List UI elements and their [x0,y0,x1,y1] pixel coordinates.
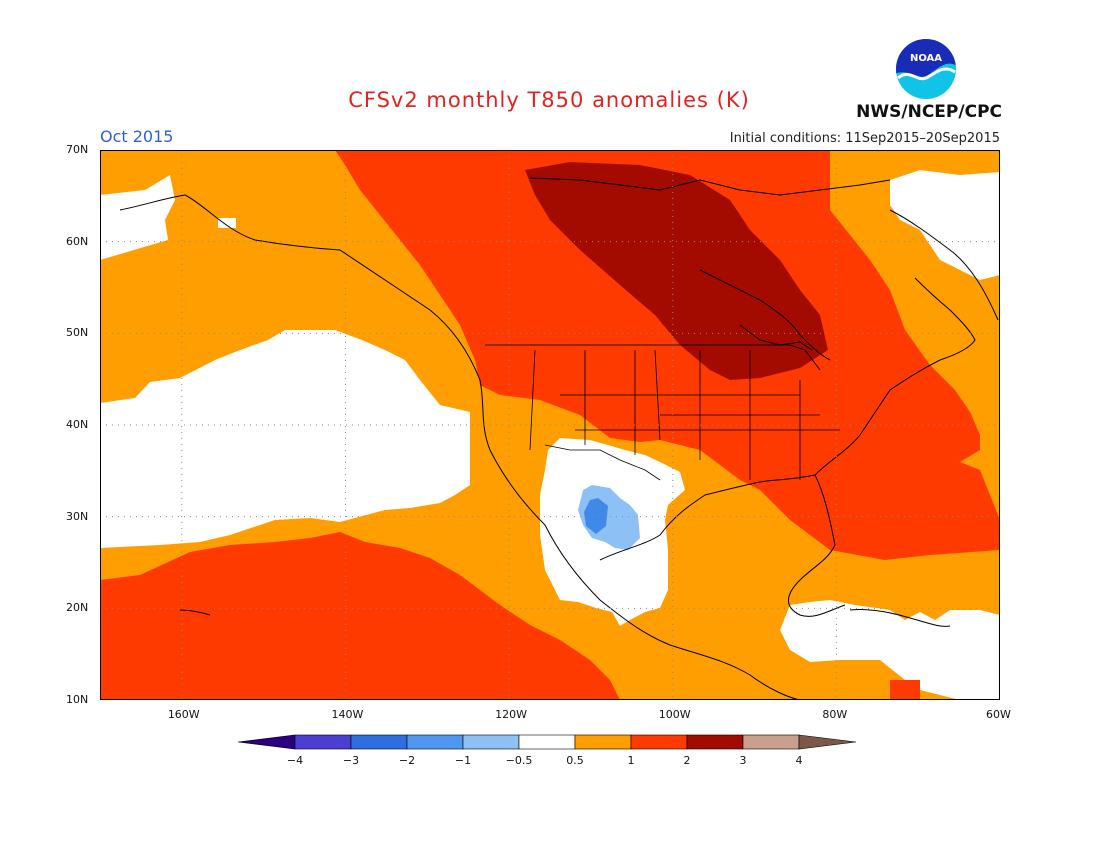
colorbar-label-3: −1 [455,754,471,767]
colorbar-label-6: 1 [628,754,635,767]
logo-text: NOAA [910,53,942,64]
colorbar-swatch-8 [686,734,744,750]
lon-label-80W: 80W [822,708,848,721]
arctic-coast [529,177,891,196]
colorbar-label-2: −2 [399,754,415,767]
colorbar-label-1: −3 [343,754,359,767]
anomaly-field-1-2 [100,150,1000,700]
colorbar-label-7: 2 [684,754,691,767]
anomaly-map [100,150,1000,700]
colorbar-swatch-6 [574,734,632,750]
political-borders [485,344,840,481]
lat-lon-grid [100,150,1000,700]
chart-title: CFSv2 monthly T850 anomalies (K) [348,88,750,112]
colorbar-swatch-1 [294,734,352,750]
lat-label-30N: 30N [66,509,89,523]
greenland-white [890,170,1000,280]
us-canada-border [485,344,821,371]
lon-label-160W: 160W [167,708,200,721]
colorbar-swatch-9 [742,734,800,750]
caribbean-white [780,600,1000,700]
siberia-white [100,175,175,260]
us-mexico-border [544,444,661,481]
forecast-month: Oct 2015 [100,127,174,146]
initial-conditions: Initial conditions: 11Sep2015–20Sep2015 [729,131,1000,146]
pacific-coast [119,194,801,700]
hudson-bay [699,269,831,361]
map-frame [100,150,1000,700]
state-lines [529,349,840,480]
colorbar-label-0: −4 [287,754,303,767]
agency-label: NWS/NCEP/CPC [856,102,1002,122]
lat-label-20N: 20N [66,601,89,615]
cuba [849,609,951,627]
lat-label-70N: 70N [66,143,89,156]
subtropical-pacific-red [100,532,620,700]
colorbar-swatch-7 [630,734,688,750]
colorbar-swatch-0 [238,734,296,750]
colorbar-label-4: −0.5 [506,754,533,767]
lon-label-140W: 140W [331,708,364,721]
pacific-white [100,330,470,548]
neg-anomaly-medium [584,498,608,534]
colorbar-swatch-4 [462,734,520,750]
greenland-coast [889,209,999,321]
lon-label-100W: 100W [658,708,691,721]
colorbar-swatch-2 [350,734,408,750]
colorbar-label-5: 0.5 [566,754,584,767]
colorbar-swatch-10 [798,734,857,750]
anomaly-field-2-3 [525,162,828,380]
hawaii [179,609,211,616]
lat-label-10N: 10N [66,693,89,706]
lat-label-60N: 60N [66,234,89,248]
lat-label-50N: 50N [66,326,89,340]
colorbar-label-8: 3 [740,754,747,767]
colorbar-swatch-5 [518,734,576,750]
noaa-logo: NOAA [896,39,956,99]
lon-label-60W: 60W [986,708,1011,721]
near-zero-regions [100,170,1000,700]
colorbar-swatch-3 [406,734,464,750]
lat-label-40N: 40N [66,418,89,431]
atlantic-coast [814,277,976,476]
lon-label-120W: 120W [495,708,527,721]
colorbar: −4 −3 −2 −1 −0.5 0.5 1 2 3 4 [238,734,857,767]
canada-conus-red [335,150,1000,560]
colorbar-label-9: 4 [796,754,803,767]
